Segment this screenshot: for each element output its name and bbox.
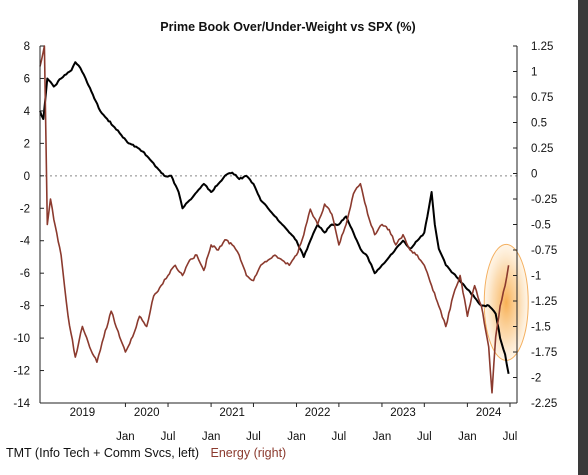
year-label: 2022	[305, 407, 331, 419]
series-line-energy	[39, 45, 510, 394]
month-tick-label: Jul	[332, 431, 347, 443]
month-tick-label: Jul	[161, 431, 176, 443]
month-tick-label: Jul	[246, 431, 261, 443]
highlight-ellipse	[483, 243, 529, 361]
series-line-tmt	[39, 61, 510, 374]
month-tick-label: Jan	[116, 431, 135, 443]
left-tick-label: 0	[24, 171, 30, 183]
right-tick-label: 0.75	[531, 92, 553, 104]
right-tick-label: -1	[531, 271, 541, 283]
legend-tmt: TMT (Info Tech + Comm Svcs, left)	[6, 446, 199, 460]
month-tick-label: Jan	[202, 431, 221, 443]
right-tick-label: -2.25	[531, 398, 557, 410]
left-tick-label: -12	[13, 366, 30, 378]
right-tick-label: -0.25	[531, 194, 557, 206]
right-tick-label: -1.25	[531, 296, 557, 308]
left-tick-label: -8	[20, 301, 30, 313]
month-tick-label: Jan	[373, 431, 392, 443]
left-tick-label: 8	[24, 41, 30, 53]
right-tick-label: 0.5	[531, 118, 547, 130]
right-tick-label: -1.5	[531, 322, 551, 334]
left-tick-label: -6	[20, 268, 30, 280]
month-tick-label: Jul	[417, 431, 432, 443]
right-tick-label: 1.25	[531, 41, 553, 53]
year-label: 2019	[70, 407, 96, 419]
right-tick-label: 0.25	[531, 143, 553, 155]
legend-energy: Energy (right)	[210, 446, 287, 460]
left-tick-label: 4	[24, 106, 31, 118]
left-tick-label: -2	[20, 203, 30, 215]
month-tick-label: Jan	[287, 431, 306, 443]
left-tick-label: -10	[13, 333, 30, 345]
right-tick-label: 0	[531, 169, 537, 181]
legend: TMT (Info Tech + Comm Svcs, left) Energy…	[6, 446, 286, 460]
right-tick-label: -1.75	[531, 347, 557, 359]
year-label: 2021	[219, 407, 245, 419]
year-label: 2023	[390, 407, 416, 419]
year-label: 2024	[476, 407, 502, 419]
right-tick-label: 1	[531, 67, 537, 79]
chart-title: Prime Book Over/Under-Weight vs SPX (%)	[160, 20, 415, 34]
right-tick-label: -2	[531, 373, 541, 385]
year-label: 2020	[134, 407, 160, 419]
month-tick-label: Jan	[458, 431, 477, 443]
left-tick-label: 6	[24, 73, 30, 85]
right-tick-label: -0.5	[531, 220, 551, 232]
month-tick-label: Jul	[503, 431, 518, 443]
left-tick-label: 2	[24, 138, 30, 150]
right-tick-label: -0.75	[531, 245, 557, 257]
left-tick-label: -14	[13, 398, 30, 410]
left-tick-label: -4	[20, 236, 31, 248]
window-edge	[578, 0, 588, 475]
